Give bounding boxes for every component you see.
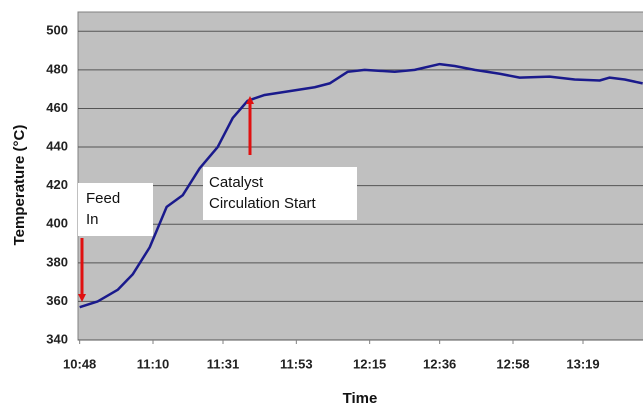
y-tick-label: 440: [46, 138, 68, 153]
annotation-box: [203, 167, 357, 220]
y-tick-label: 420: [46, 177, 68, 192]
y-tick-label: 480: [46, 61, 68, 76]
y-tick-label: 340: [46, 331, 68, 346]
x-tick-label: 11:10: [137, 356, 170, 371]
annotation-text: Feed: [86, 190, 120, 207]
x-tick-label: 12:15: [353, 356, 386, 371]
line: [79, 62, 643, 309]
y-tick-label: 400: [46, 216, 68, 231]
x-axis-label: Time: [343, 390, 378, 407]
x-tick-label: 10:48: [63, 356, 96, 371]
y-axis-label: Temperature (°C): [11, 125, 28, 246]
annotation-text: Catalyst: [209, 174, 264, 191]
annotation-text: In: [86, 211, 99, 228]
x-tick-label: 13:19: [566, 356, 599, 371]
annotation-text: Circulation Start: [209, 195, 317, 212]
annotation-box: [78, 183, 153, 236]
x-tick-label: 11:31: [207, 356, 240, 371]
x-tick-label: 12:36: [423, 356, 456, 371]
x-tick-label: 12:58: [496, 356, 529, 371]
x-tick-label: 11:53: [280, 356, 313, 371]
y-tick-label: 460: [46, 100, 68, 115]
plot-area: [77, 11, 643, 341]
y-tick-label: 500: [46, 23, 68, 38]
y-tick-label: 360: [46, 293, 68, 308]
y-tick-label: 380: [46, 254, 68, 269]
